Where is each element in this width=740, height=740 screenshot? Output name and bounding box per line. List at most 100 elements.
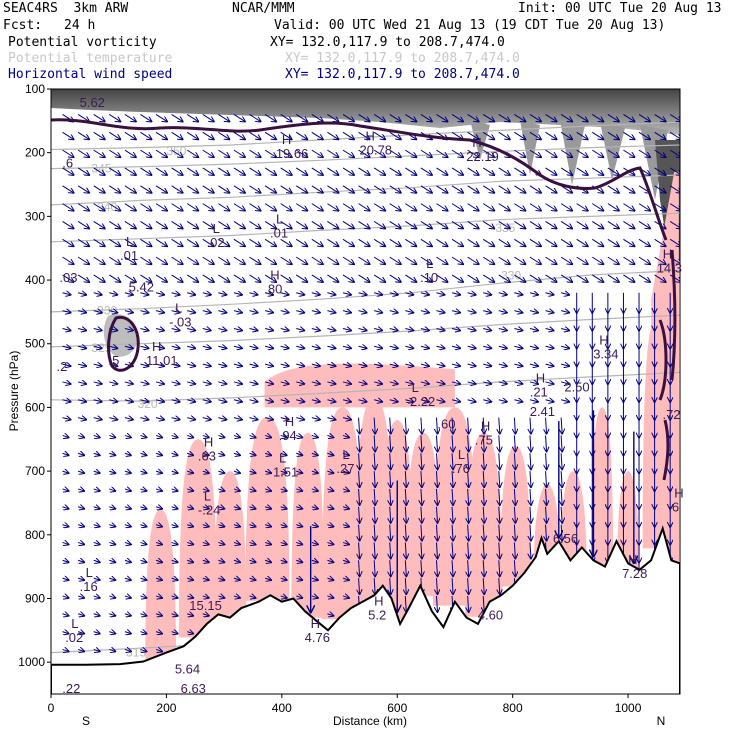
wind-vector [327,311,335,313]
wind-vector [342,400,351,402]
wind-vector [654,203,666,211]
wind-vector [560,203,572,211]
wind-vector [264,311,273,313]
wind-vector [530,453,531,469]
wind-vector [296,471,302,473]
wind-vector [342,382,351,384]
wind-vector [233,256,245,264]
wind-vector [296,525,302,527]
wind-vector [389,256,401,264]
wind-vector [514,364,522,366]
wind-vector [109,453,115,455]
wind-vector [280,114,292,121]
pv-extremum-type: H [628,552,637,567]
wind-vector [342,489,349,491]
wind-vector [327,400,335,402]
pv-extremum-type: H [599,332,608,347]
wind-vector [296,382,304,384]
wind-vector [233,489,240,491]
wind-vector [451,311,460,313]
wind-vector [530,506,531,523]
wind-vector [62,256,74,264]
wind-vector [202,507,209,509]
wind-vector [218,238,229,246]
wind-vector [62,471,69,473]
wind-vector [187,435,193,437]
wind-vector [607,131,619,139]
wind-vector [109,167,120,175]
wind-vector [280,256,292,264]
wind-vector [93,525,100,527]
wind-vector [545,238,557,246]
wind-vector [374,328,382,330]
wind-vector [311,114,323,121]
wind-vector [171,418,180,420]
wind-vector [561,488,562,505]
wind-vector [77,471,84,473]
wind-vector [140,560,146,562]
pv-extremum-value: 6.63 [181,681,206,696]
wind-vector [483,488,484,505]
wind-vector [592,114,603,121]
wind-vector [202,382,211,384]
wind-vector [358,382,367,384]
header-center: NCAR/MMM [232,1,295,16]
wind-vector [155,256,167,264]
wind-vector [155,435,162,437]
wind-vector [233,435,240,437]
wind-vector [93,614,100,616]
wind-vector [514,560,515,576]
wind-vector [264,507,271,509]
wind-vector [77,614,84,616]
wind-vector [374,488,375,505]
wind-vector [405,488,406,505]
wind-vector [514,417,515,434]
wind-vector [124,203,136,211]
wind-vector [62,453,69,455]
wind-vector [296,578,302,580]
wind-vector [171,221,183,228]
wind-vector [358,311,367,313]
wind-vector [93,346,102,348]
wind-vector [171,293,180,295]
wind-vector [359,435,360,451]
wind-vector [186,149,198,157]
wind-vector [249,542,256,544]
wind-vector [560,167,572,175]
wind-vector [109,149,120,157]
wind-vector [109,346,117,348]
wind-vector [623,238,634,246]
wind-vector [77,453,84,455]
wind-vector [264,400,273,402]
wind-vector [514,453,515,469]
pv-extremum-type: H [481,418,490,433]
wind-vector [280,435,287,437]
wind-vector [514,293,522,295]
wind-vector [373,221,385,228]
pv-extremum-value: .02 [65,630,83,645]
wind-vector [77,560,84,562]
wind-vector [669,238,680,246]
x-axis: 0 200 400 600 800 1000 [48,694,642,715]
wind-vector [202,346,211,348]
wind-vector [545,149,557,157]
wind-vector [421,542,422,558]
wind-vector [93,203,105,211]
wind-vector [545,346,554,348]
wind-vector [311,489,318,491]
wind-vector [311,149,323,157]
wind-vector [202,453,209,455]
wind-vector [359,506,360,523]
wind-vector [514,542,515,558]
wind-vector [529,256,541,264]
wind-vector [451,185,463,193]
wind-vector [171,238,183,246]
wind-vector [358,167,370,175]
wind-vector [62,525,69,527]
wind-vector [93,274,105,282]
wind-vector [77,149,89,157]
wind-vector [78,418,86,420]
wind-vector [171,131,183,139]
wind-vector [62,238,74,246]
wind-vector [592,167,603,175]
